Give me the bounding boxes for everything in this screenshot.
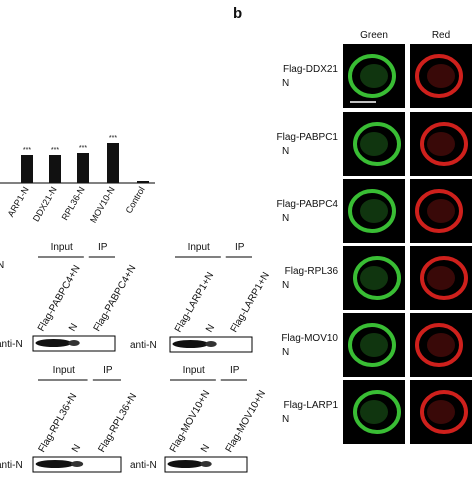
cell-signal [427, 199, 455, 223]
cell-signal [360, 64, 388, 88]
cell-signal [427, 64, 455, 88]
antibody-label: anti-N [0, 339, 23, 350]
row-label: N [282, 414, 289, 425]
blot-header: Input [51, 242, 73, 253]
row-label: N [282, 146, 289, 157]
lane-label: Flag-PABPC4+N [92, 263, 139, 333]
band [200, 461, 212, 467]
bar [49, 155, 61, 183]
antibody-label: anti-N [130, 340, 157, 351]
lane-label: N [67, 322, 80, 334]
bar [77, 153, 89, 183]
band [172, 340, 209, 348]
cell-signal [348, 189, 396, 233]
cell-signal [427, 266, 455, 290]
blot-header: IP [235, 242, 245, 253]
cell-signal [353, 256, 401, 300]
cell-signal [415, 189, 463, 233]
lane-label: N [70, 443, 83, 455]
cell-signal [360, 266, 388, 290]
row-label: N [282, 280, 289, 291]
cell-signal [360, 132, 388, 156]
row-label: Flag-PABPC4 [276, 199, 338, 210]
bar [107, 143, 119, 183]
blot-header: IP [230, 365, 240, 376]
lane-label: N [199, 443, 212, 455]
antibody-label: anti-N [130, 460, 157, 471]
cell-signal [353, 122, 401, 166]
band [35, 339, 72, 347]
lane-label: Flag-PABPC4+N [36, 263, 83, 333]
cell-signal [427, 400, 455, 424]
blot-header: Input [188, 242, 210, 253]
blot-header: IP [98, 242, 108, 253]
stray-label: N [0, 260, 4, 271]
cell-signal [360, 400, 388, 424]
category-label: Control [124, 185, 147, 215]
cell-signal [415, 54, 463, 98]
cell-signal [427, 333, 455, 357]
value-label: *** [109, 135, 117, 142]
row-label: N [282, 213, 289, 224]
cell-signal [353, 390, 401, 434]
column-header: Green [360, 30, 388, 41]
lane-label: N [204, 323, 217, 335]
cell-signal [427, 132, 455, 156]
row-label: Flag-RPL36 [285, 266, 339, 277]
cell-signal [348, 54, 396, 98]
row-label: Flag-MOV10 [281, 333, 338, 344]
category-label: MOV10-N [88, 185, 117, 225]
panel-label: b [233, 5, 242, 22]
bar [137, 181, 149, 183]
cell-signal [420, 390, 468, 434]
cell-signal [420, 122, 468, 166]
cell-signal [420, 256, 468, 300]
value-label: *** [51, 147, 59, 154]
cell-signal [360, 333, 388, 357]
blot-header: IP [103, 365, 113, 376]
row-label: N [282, 347, 289, 358]
category-label: DDX21-N [31, 185, 59, 223]
antibody-label: anti-N [0, 460, 23, 471]
lane-label: Flag-MOV10+N [224, 389, 268, 455]
row-label: Flag-PABPC1 [276, 132, 338, 143]
band [35, 460, 75, 468]
cell-signal [348, 323, 396, 367]
lane-label: Flag-LARP1+N [229, 271, 272, 335]
cell-signal [360, 199, 388, 223]
band [167, 460, 204, 468]
band [70, 461, 84, 467]
cell-signal [415, 323, 463, 367]
value-label: *** [79, 145, 87, 152]
band [68, 340, 80, 346]
category-label: ARP1-N [6, 185, 31, 219]
row-label: Flag-LARP1 [284, 400, 339, 411]
lane-label: Flag-RPL36+N [96, 391, 139, 454]
category-label: RPL36-N [60, 185, 87, 222]
bar [21, 155, 33, 183]
blot-header: Input [53, 365, 75, 376]
value-label: *** [23, 147, 31, 154]
column-header: Red [432, 30, 450, 41]
band [205, 341, 217, 347]
blot-header: Input [183, 365, 205, 376]
row-label: N [282, 78, 289, 89]
row-label: Flag-DDX21 [283, 64, 338, 75]
